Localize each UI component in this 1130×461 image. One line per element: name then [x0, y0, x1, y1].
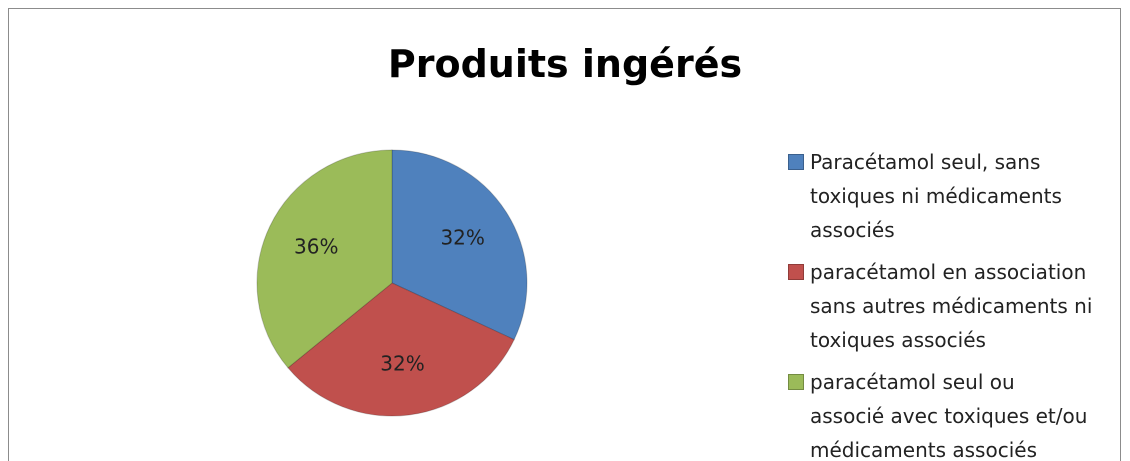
legend-label: paracétamol en association sans autres m…	[810, 260, 1093, 352]
legend-swatch	[788, 154, 804, 170]
legend-entry: paracétamol seul ou associé avec toxique…	[788, 365, 1108, 461]
data-label: 32%	[380, 351, 424, 375]
data-label: 32%	[440, 225, 484, 249]
data-label: 36%	[294, 234, 338, 258]
legend: Paracétamol seul, sans toxiques ni médic…	[788, 145, 1108, 461]
legend-swatch	[788, 374, 804, 390]
pie-slice	[391, 149, 528, 341]
legend-entry: Paracétamol seul, sans toxiques ni médic…	[788, 145, 1108, 247]
chart-title: Produits ingérés	[387, 42, 743, 86]
pie-slice	[256, 149, 393, 369]
legend-swatch	[788, 264, 804, 280]
chart-frame	[8, 8, 1121, 461]
legend-label: paracétamol seul ou associé avec toxique…	[810, 370, 1088, 461]
pie-slice	[287, 282, 515, 417]
legend-label: Paracétamol seul, sans toxiques ni médic…	[810, 150, 1062, 242]
legend-entry: paracétamol en association sans autres m…	[788, 255, 1108, 357]
